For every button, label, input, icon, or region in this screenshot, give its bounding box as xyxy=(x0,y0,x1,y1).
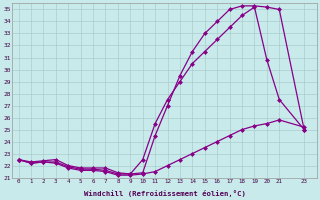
X-axis label: Windchill (Refroidissement éolien,°C): Windchill (Refroidissement éolien,°C) xyxy=(84,190,245,197)
